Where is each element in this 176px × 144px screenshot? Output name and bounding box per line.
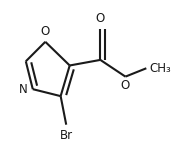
Text: O: O <box>41 25 50 38</box>
Text: O: O <box>121 79 130 92</box>
Text: Br: Br <box>60 129 73 142</box>
Text: N: N <box>18 83 27 96</box>
Text: O: O <box>96 12 105 25</box>
Text: CH₃: CH₃ <box>150 62 172 75</box>
